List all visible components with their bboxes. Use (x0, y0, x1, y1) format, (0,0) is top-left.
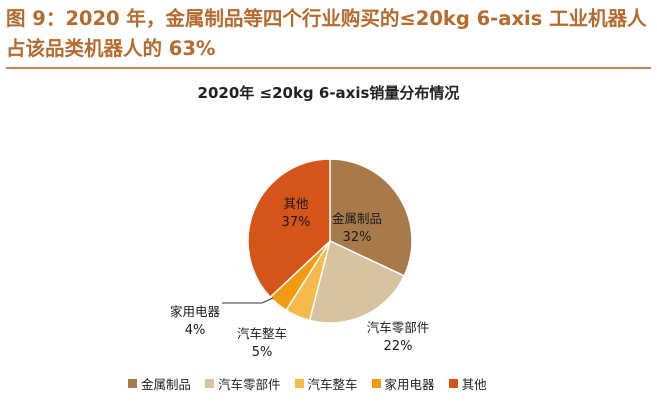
legend-label: 汽车整车 (307, 376, 358, 392)
legend-label: 其他 (461, 376, 487, 392)
title-divider (6, 67, 651, 69)
chart-legend: 金属制品 汽车零部件 汽车整车 家用电器 其他 (128, 372, 487, 394)
legend-label: 汽车零部件 (218, 376, 281, 392)
slice-label: 汽车整车 (237, 326, 287, 341)
pie-slice (308, 239, 406, 324)
slice-label: 金属制品 (332, 211, 382, 226)
legend-swatch (128, 378, 137, 388)
slice-value-label: 5% (252, 345, 273, 360)
slice-label: 其他 (283, 196, 309, 211)
slice-label: 家用电器 (170, 304, 221, 319)
legend-item: 汽车零部件 (205, 374, 281, 393)
slice-value-label: 32% (343, 230, 372, 245)
legend-swatch (294, 378, 304, 388)
legend-label: 金属制品 (141, 376, 192, 392)
slice-value-label: 4% (185, 323, 206, 338)
slice-value-label: 37% (282, 215, 311, 230)
legend-swatch (448, 378, 458, 388)
pie-slice (247, 158, 331, 299)
legend-item: 其他 (448, 374, 487, 393)
chart-title: 2020年 ≤20kg 6-axis销量分布情况 (197, 84, 460, 102)
legend-item: 汽车整车 (294, 374, 358, 393)
pie-slice (329, 158, 413, 277)
legend-item: 家用电器 (371, 374, 435, 393)
leader-line (222, 297, 274, 304)
figure-title: 图 9：2020 年，金属制品等四个行业购买的≤20kg 6-axis 工业机器… (6, 7, 647, 60)
legend-label: 家用电器 (384, 376, 435, 392)
legend-item: 金属制品 (128, 374, 191, 393)
slice-value-label: 22% (384, 339, 413, 354)
slice-label: 汽车零部件 (367, 320, 430, 335)
legend-swatch (205, 378, 215, 388)
legend-swatch (371, 378, 381, 388)
